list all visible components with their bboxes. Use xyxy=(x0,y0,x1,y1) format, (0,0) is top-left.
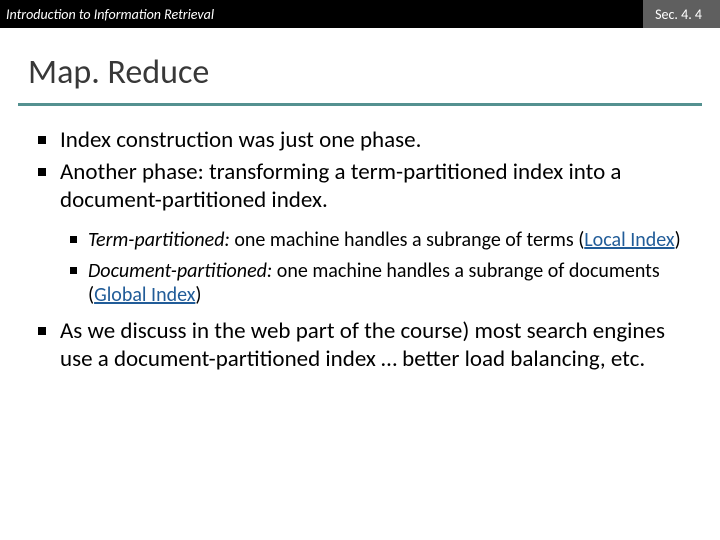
bullet-text: ) xyxy=(195,283,201,307)
list-item: Term-partitioned: one machine handles a … xyxy=(60,228,690,252)
global-index-link[interactable]: Global Index xyxy=(94,283,195,307)
course-name: Introduction to Information Retrieval xyxy=(0,6,214,23)
list-item: Another phase: transforming a term-parti… xyxy=(30,158,690,307)
slide-content: Index construction was just one phase. A… xyxy=(0,106,720,373)
list-item: Document-partitioned: one machine handle… xyxy=(60,259,690,308)
bullet-text: one machine handles a subrange of terms … xyxy=(230,228,584,252)
local-index-link[interactable]: Local Index xyxy=(584,228,674,252)
sub-bullet-list: Term-partitioned: one machine handles a … xyxy=(60,228,690,307)
term-label: Document-partitioned: xyxy=(88,259,272,283)
term-label: Term-partitioned: xyxy=(88,228,230,252)
list-item: Index construction was just one phase. xyxy=(30,126,690,154)
list-item: As we discuss in the web part of the cou… xyxy=(30,317,690,373)
header-bar: Introduction to Information Retrieval Se… xyxy=(0,0,720,28)
slide-title: Map. Reduce xyxy=(0,28,720,103)
bullet-text: Index construction was just one phase. xyxy=(60,126,421,154)
bullet-text: As we discuss in the web part of the cou… xyxy=(60,317,665,373)
section-label: Sec. 4. 4 xyxy=(643,0,720,28)
bullet-list: Index construction was just one phase. A… xyxy=(30,126,690,373)
bullet-text: Another phase: transforming a term-parti… xyxy=(60,158,621,214)
bullet-text: ) xyxy=(675,228,681,252)
